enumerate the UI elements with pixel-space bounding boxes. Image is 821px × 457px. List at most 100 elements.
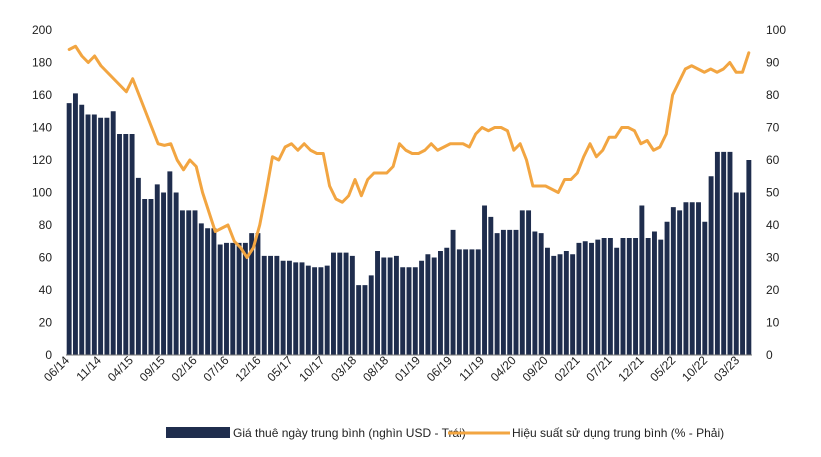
bar bbox=[670, 207, 676, 356]
bar bbox=[519, 210, 525, 356]
bar bbox=[721, 151, 727, 356]
bar bbox=[557, 254, 563, 355]
bar bbox=[98, 117, 104, 355]
legend-item-utilization: Hiệu suất sử dụng trung bình (% - Phải) bbox=[448, 426, 724, 440]
bar bbox=[702, 221, 708, 355]
bar bbox=[173, 192, 179, 355]
bar bbox=[601, 238, 607, 355]
utilization-line bbox=[67, 44, 751, 259]
bar bbox=[633, 238, 639, 355]
bar bbox=[318, 267, 324, 355]
left-tick-label: 100 bbox=[32, 186, 52, 200]
bar bbox=[696, 202, 701, 355]
right-tick-label: 10 bbox=[766, 316, 780, 330]
bar bbox=[595, 239, 601, 356]
bar bbox=[324, 265, 330, 356]
bar bbox=[274, 255, 280, 356]
bar bbox=[607, 238, 613, 355]
right-tick-label: 70 bbox=[766, 121, 780, 135]
bar bbox=[532, 231, 538, 355]
bar bbox=[400, 267, 406, 355]
bar bbox=[142, 199, 148, 355]
bar bbox=[255, 233, 261, 356]
bar bbox=[664, 221, 670, 355]
bar bbox=[714, 151, 720, 356]
left-tick-label: 20 bbox=[39, 316, 53, 330]
bar bbox=[368, 275, 374, 356]
bar bbox=[746, 160, 752, 355]
bar bbox=[740, 192, 746, 355]
bar bbox=[312, 267, 318, 355]
bar bbox=[658, 239, 664, 356]
bar bbox=[242, 242, 248, 356]
bar bbox=[727, 151, 733, 356]
bar bbox=[570, 254, 576, 355]
bar bbox=[186, 210, 192, 356]
bar bbox=[620, 238, 626, 355]
bar bbox=[91, 114, 97, 355]
bar bbox=[117, 134, 122, 355]
right-tick-label: 30 bbox=[766, 251, 780, 265]
bar bbox=[488, 216, 494, 356]
right-tick-label: 80 bbox=[766, 88, 780, 102]
right-tick-label: 90 bbox=[766, 56, 780, 70]
right-tick-label: 60 bbox=[766, 153, 780, 167]
bar-series-daily-rate bbox=[66, 93, 752, 356]
bar bbox=[167, 171, 173, 355]
bar bbox=[72, 93, 78, 356]
bar bbox=[494, 233, 500, 356]
bar bbox=[438, 251, 443, 355]
left-tick-label: 160 bbox=[32, 88, 52, 102]
bar bbox=[450, 229, 456, 356]
bar bbox=[375, 251, 380, 355]
bar bbox=[293, 262, 299, 356]
bar bbox=[179, 210, 185, 356]
bar bbox=[482, 205, 487, 355]
bar bbox=[110, 111, 116, 355]
bar bbox=[425, 254, 431, 355]
bar bbox=[79, 104, 85, 355]
bar bbox=[513, 229, 519, 356]
legend-label-utilization: Hiệu suất sử dụng trung bình (% - Phải) bbox=[512, 426, 724, 440]
bar bbox=[551, 255, 557, 356]
bar bbox=[645, 238, 651, 355]
bar bbox=[224, 242, 229, 356]
bar bbox=[305, 265, 311, 356]
bar bbox=[217, 244, 223, 355]
legend-label-daily-rate: Giá thuê ngày trung bình (nghìn USD - Tr… bbox=[233, 426, 466, 440]
bar bbox=[148, 199, 154, 355]
bar bbox=[268, 255, 273, 356]
left-tick-label: 200 bbox=[32, 23, 52, 37]
bar bbox=[356, 285, 362, 356]
bar bbox=[154, 184, 160, 356]
left-tick-label: 120 bbox=[32, 153, 52, 167]
bar bbox=[614, 247, 620, 355]
bar bbox=[161, 192, 167, 355]
bar bbox=[626, 238, 632, 355]
bar bbox=[677, 210, 683, 356]
right-tick-label: 50 bbox=[766, 186, 780, 200]
legend: Giá thuê ngày trung bình (nghìn USD - Tr… bbox=[166, 426, 724, 440]
bar bbox=[652, 231, 657, 355]
bar bbox=[733, 192, 739, 355]
left-tick-label: 140 bbox=[32, 121, 52, 135]
bar bbox=[66, 103, 72, 356]
bar bbox=[689, 202, 695, 355]
bar bbox=[249, 233, 255, 356]
bar bbox=[538, 233, 544, 356]
right-tick-label: 0 bbox=[766, 348, 773, 362]
bar bbox=[444, 247, 450, 355]
right-tick-label: 20 bbox=[766, 283, 780, 297]
bar bbox=[639, 205, 645, 355]
left-tick-label: 60 bbox=[39, 251, 53, 265]
bar bbox=[526, 210, 532, 356]
bar bbox=[299, 262, 305, 356]
bar bbox=[230, 242, 236, 356]
bar bbox=[582, 241, 588, 355]
legend-item-daily-rate: Giá thuê ngày trung bình (nghìn USD - Tr… bbox=[166, 426, 466, 440]
bar bbox=[393, 255, 399, 356]
bar bbox=[104, 117, 110, 355]
bar bbox=[261, 255, 267, 356]
